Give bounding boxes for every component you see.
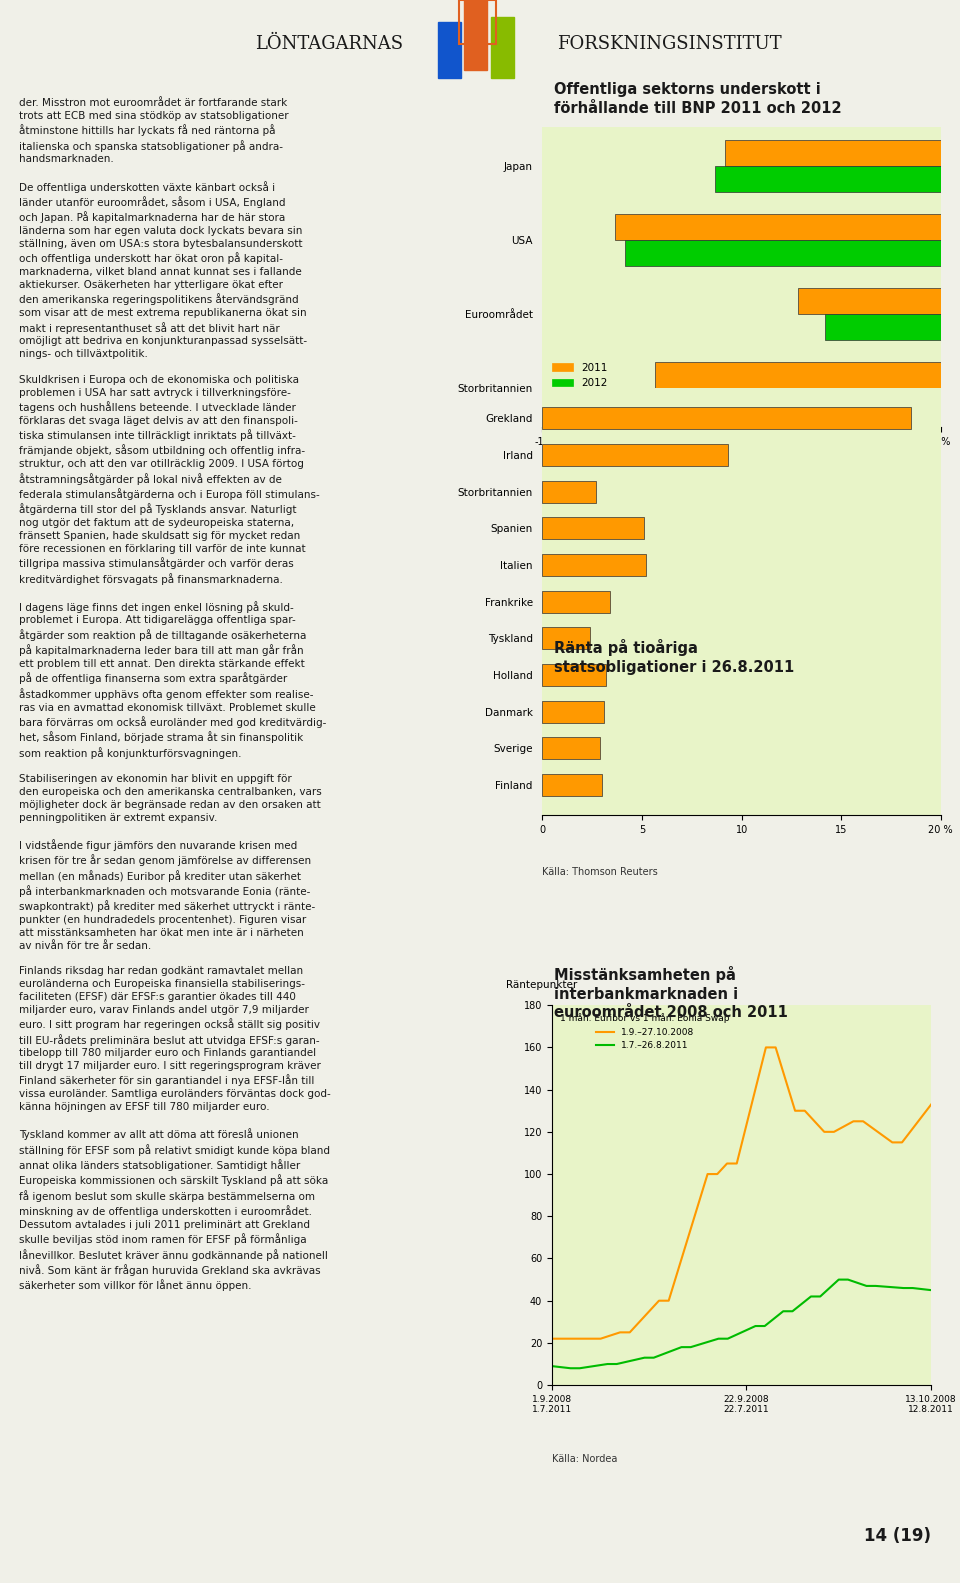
Bar: [542, 663, 606, 685]
Bar: [625, 241, 941, 266]
Text: Räntepunkter: Räntepunkter: [507, 980, 578, 989]
Bar: [825, 313, 941, 340]
Bar: [491, 17, 514, 79]
Text: Ränta på tioåriga
statsobligationer i 26.8.2011: Ränta på tioåriga statsobligationer i 26…: [554, 640, 794, 674]
Bar: [438, 22, 461, 79]
Text: Misstänksamheten på
interbankmarknaden i
euroområdet 2008 och 2011: Misstänksamheten på interbankmarknaden i…: [554, 966, 787, 1021]
Text: FORSKNINGSINSTITUT: FORSKNINGSINSTITUT: [557, 35, 781, 52]
Legend: 1.9.–27.10.2008, 1.7.–26.8.2011: 1.9.–27.10.2008, 1.7.–26.8.2011: [557, 1010, 733, 1054]
Text: Källa: OECD: Källa: OECD: [542, 494, 601, 503]
Bar: [542, 590, 611, 613]
Bar: [725, 141, 941, 166]
Bar: [798, 288, 941, 313]
Bar: [542, 554, 646, 576]
Bar: [542, 481, 596, 502]
Bar: [708, 388, 941, 413]
Bar: [465, 0, 488, 70]
Bar: [459, 0, 496, 44]
Text: der. Misstron mot euroområdet är fortfarande stark
trots att ECB med sina stödkö: der. Misstron mot euroområdet är fortfar…: [19, 98, 331, 1292]
Bar: [542, 701, 604, 722]
Text: 14 (19): 14 (19): [864, 1526, 931, 1545]
Bar: [542, 774, 602, 796]
Bar: [542, 443, 728, 465]
Bar: [656, 363, 941, 388]
Bar: [542, 407, 911, 429]
Bar: [542, 738, 600, 760]
Bar: [615, 214, 941, 241]
Text: LÖNTAGARNAS: LÖNTAGARNAS: [255, 35, 403, 52]
Legend: 2011, 2012: 2011, 2012: [547, 359, 612, 393]
Bar: [715, 166, 941, 192]
Text: Offentliga sektorns underskott i
förhållande till BNP 2011 och 2012: Offentliga sektorns underskott i förhåll…: [554, 82, 841, 116]
Text: Källa: Thomson Reuters: Källa: Thomson Reuters: [542, 866, 659, 877]
Bar: [542, 518, 644, 540]
Text: Källa: Nordea: Källa: Nordea: [552, 1453, 617, 1464]
Bar: [542, 627, 590, 649]
